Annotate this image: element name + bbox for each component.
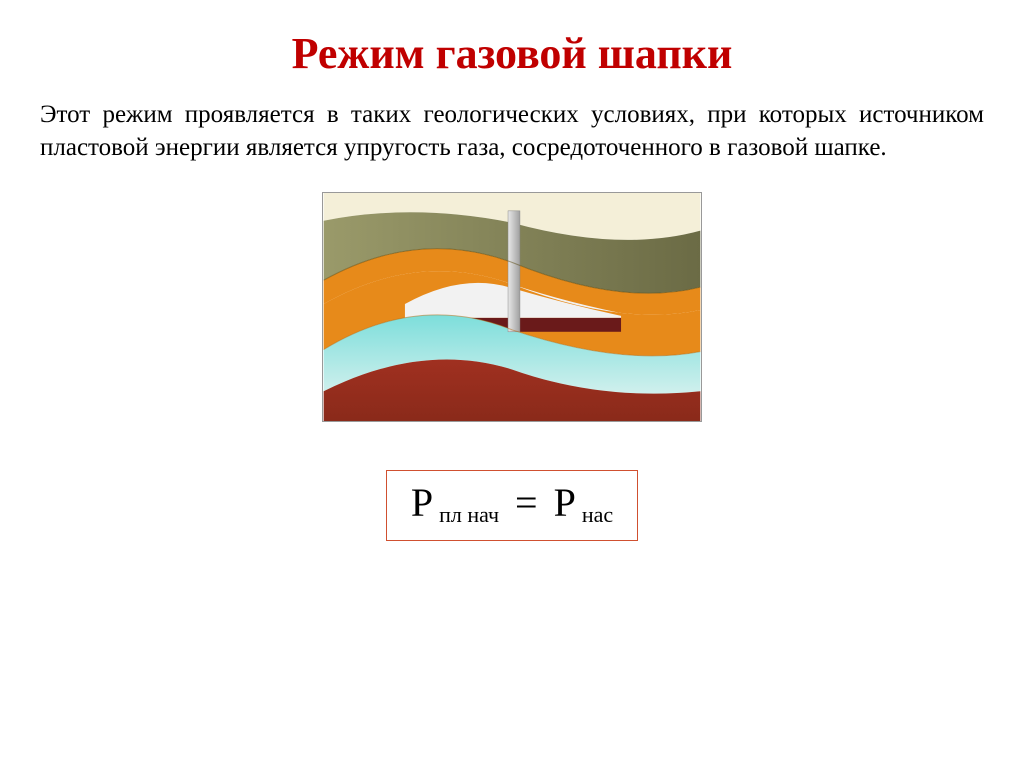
formula-sub2: нас [582, 502, 613, 528]
formula-sub1: пл нач [439, 502, 499, 528]
formula-p1: Р [411, 479, 433, 526]
formula-p2: Р [554, 479, 576, 526]
reservoir-diagram [322, 192, 702, 422]
formula-container: Р пл нач = Р нас [40, 470, 984, 541]
formula-equals: = [515, 479, 538, 526]
slide-title: Режим газовой шапки [40, 28, 984, 79]
slide-description: Этот режим проявляется в таких геологиче… [40, 99, 984, 164]
diagram-container [40, 192, 984, 422]
formula-box: Р пл нач = Р нас [386, 470, 638, 541]
